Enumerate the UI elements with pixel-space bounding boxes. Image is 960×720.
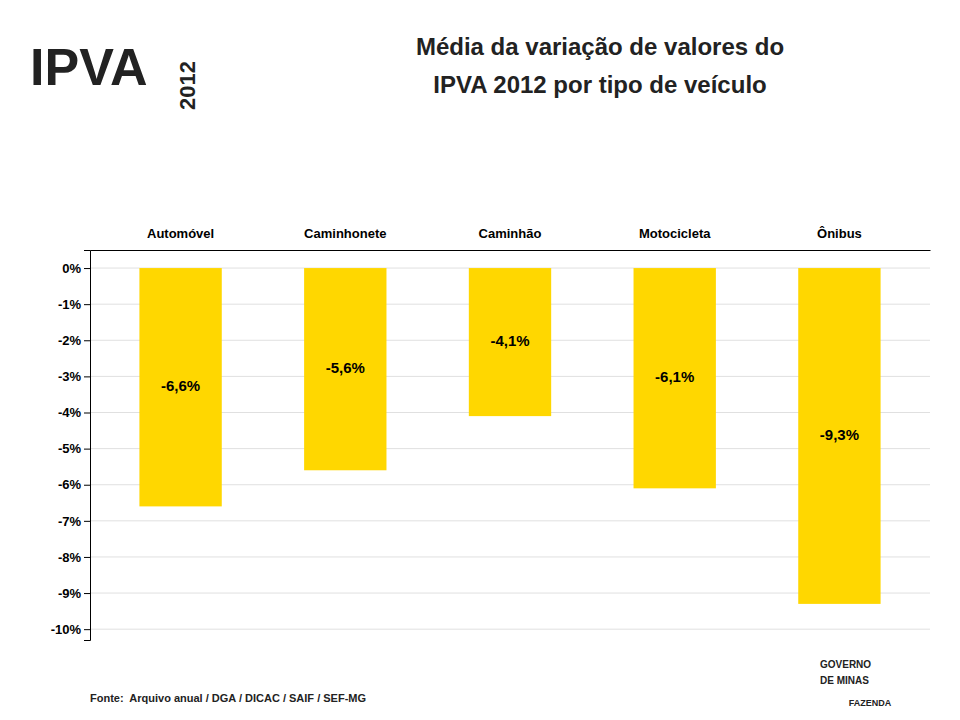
bars — [139, 268, 880, 604]
x-tick: Automóvel — [147, 226, 214, 241]
grid — [90, 268, 930, 629]
y-tick: -8% — [58, 550, 90, 565]
x-tick-label: Automóvel — [147, 226, 214, 241]
x-tick-label: Motocicleta — [639, 226, 711, 241]
y-tick: -9% — [58, 586, 90, 601]
footer-source: Fonte: Arquivo anual / DGA / DICAC / SAI… — [90, 692, 366, 704]
x-tick: Ônibus — [817, 226, 862, 241]
y-tick: -1% — [58, 297, 90, 312]
y-tick-mark — [84, 449, 90, 450]
y-tick: -3% — [58, 369, 90, 384]
footer-logo: FAZENDA — [849, 698, 892, 708]
y-tick: -10% — [51, 622, 90, 637]
header-year: 2012 — [175, 61, 200, 110]
data-label: -6,6% — [161, 377, 200, 394]
y-tick: -5% — [58, 441, 90, 456]
y-axis: 0% -1% -2% -3% -4% -5% -6% -7% -8% -9% -10% — [51, 251, 91, 641]
y-tick: -7% — [58, 513, 90, 528]
y-tick: -6% — [58, 477, 90, 492]
y-tick-mark — [84, 268, 90, 269]
bar — [304, 268, 386, 470]
x-axis: Automóvel Caminhonete Caminhão Motocicleta Ô… — [91, 226, 931, 251]
y-tick-label: -6% — [58, 477, 82, 492]
grid-line — [90, 629, 930, 630]
y-tick-mark — [84, 340, 90, 341]
y-tick-label: -2% — [58, 333, 82, 348]
y-tick-label: -8% — [58, 550, 82, 565]
y-axis-line — [84, 251, 91, 641]
x-axis-line — [91, 250, 931, 251]
y-tick-label: -3% — [58, 369, 82, 384]
x-tick-label: Ônibus — [817, 226, 862, 241]
data-label: -4,1% — [490, 332, 529, 349]
bar — [634, 268, 716, 488]
footer-logo: DE MINAS — [820, 675, 869, 686]
bar — [139, 268, 221, 506]
x-tick: Motocicleta — [639, 226, 711, 241]
bar — [469, 268, 551, 416]
y-tick-label: -5% — [58, 441, 82, 456]
y-tick: -2% — [58, 333, 90, 348]
chart: Média da variação de valores do IPVA 2012… — [0, 0, 960, 720]
header-logo: IPVA — [30, 38, 148, 96]
x-tick-label: Caminhão — [479, 226, 542, 241]
y-tick-mark — [84, 376, 90, 377]
y-tick-mark — [84, 593, 90, 594]
y-tick-mark — [84, 521, 90, 522]
y-tick-label: -9% — [58, 586, 82, 601]
x-tick-label: Caminhonete — [304, 226, 386, 241]
data-label: -9,3% — [820, 426, 859, 443]
x-tick: Caminhonete — [304, 226, 386, 241]
title: Média da variação de valores do — [416, 33, 784, 60]
bar — [798, 268, 880, 604]
y-tick-mark — [84, 485, 90, 486]
y-tick-label: 0% — [62, 261, 81, 276]
data-label: -5,6% — [326, 359, 365, 376]
y-tick-mark — [84, 413, 90, 414]
title: IPVA 2012 por tipo de veículo — [433, 71, 766, 98]
y-tick-mark — [84, 629, 90, 630]
footer-logo: GOVERNO — [820, 659, 871, 670]
data-label: -6,1% — [655, 368, 694, 385]
y-tick: 0% — [62, 261, 90, 276]
y-tick-label: -1% — [58, 297, 82, 312]
y-tick-mark — [84, 557, 90, 558]
x-tick: Caminhão — [479, 226, 542, 241]
plot: 0% -1% -2% -3% -4% -5% -6% -7% -8% -9% -10% Automóv… — [51, 226, 931, 641]
y-tick-label: -7% — [58, 513, 82, 528]
y-tick: -4% — [58, 405, 90, 420]
data-labels: -6,6% -5,6% -4,1% -6,1% -9,3% — [161, 332, 859, 443]
y-tick-mark — [84, 304, 90, 305]
y-tick-label: -4% — [58, 405, 82, 420]
y-tick-label: -10% — [51, 622, 82, 637]
